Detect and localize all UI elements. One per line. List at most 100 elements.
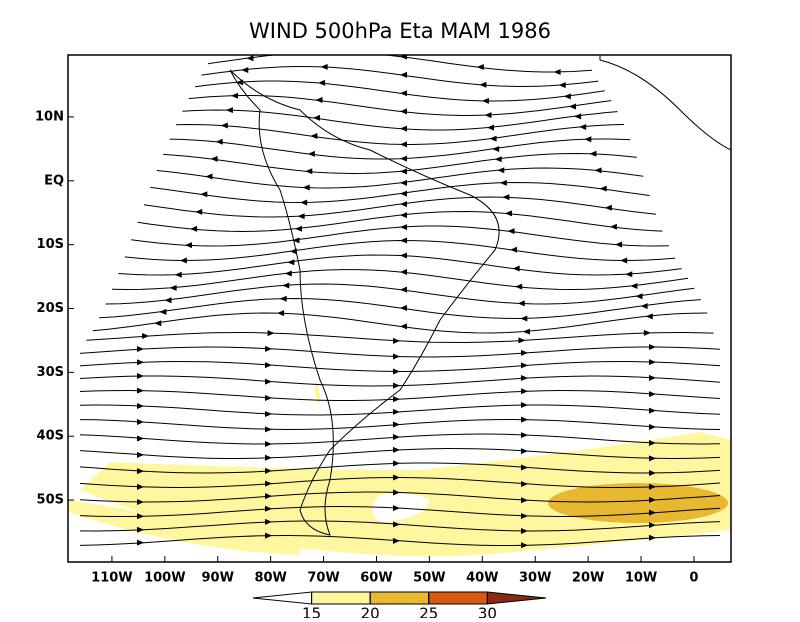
- plot-area: [68, 55, 731, 557]
- colorbar: 15 20 25 30: [252, 591, 547, 622]
- stream-arrow: [265, 505, 272, 512]
- stream-arrow: [265, 362, 272, 369]
- x-tick-label: 70W: [307, 571, 339, 586]
- stream-arrow: [205, 173, 213, 180]
- stream-arrow: [164, 297, 172, 304]
- y-tick-label: 30S: [37, 365, 64, 380]
- stream-arrow: [568, 103, 576, 110]
- stream-arrow: [265, 410, 272, 417]
- streamline: [131, 225, 669, 247]
- stream-arrow: [649, 483, 656, 490]
- stream-arrow: [400, 268, 407, 275]
- coastline: [599, 55, 731, 151]
- colorbar-box: [428, 591, 488, 605]
- streamline: [195, 80, 605, 102]
- stream-arrow: [330, 55, 331, 56]
- stream-arrow: [510, 246, 518, 253]
- stream-arrow: [400, 71, 407, 78]
- stream-arrow: [502, 194, 510, 201]
- stream-arrow: [400, 190, 407, 197]
- stream-arrow: [515, 283, 523, 290]
- stream-arrow: [393, 521, 400, 528]
- stream-arrow: [302, 184, 310, 191]
- stream-arrow: [241, 67, 249, 74]
- stream-arrow: [400, 125, 407, 132]
- stream-arrow: [282, 282, 290, 289]
- x-tick-label: 80W: [254, 571, 286, 586]
- stream-arrow: [643, 329, 651, 336]
- stream-arrow: [179, 257, 187, 264]
- stream-arrow: [289, 248, 297, 255]
- stream-arrow: [265, 426, 272, 433]
- stream-arrow: [292, 237, 300, 244]
- streamline: [79, 360, 721, 373]
- streamline: [175, 123, 625, 146]
- x-tick-label: 100W: [144, 571, 185, 586]
- stream-arrow: [137, 468, 144, 475]
- stream-arrow: [649, 522, 656, 529]
- stream-arrow: [210, 155, 218, 162]
- stream-arrow: [635, 293, 643, 300]
- stream-arrow: [200, 191, 208, 198]
- stream-arrow: [320, 63, 328, 70]
- stream-arrow: [393, 368, 400, 375]
- stream-arrow: [305, 168, 313, 175]
- stream-arrow: [137, 419, 144, 426]
- streamline: [79, 476, 721, 489]
- shade-gap: [372, 493, 430, 522]
- stream-arrow: [312, 114, 320, 121]
- stream-arrow: [393, 446, 400, 453]
- stream-arrow: [195, 208, 203, 215]
- stream-arrow: [225, 107, 233, 114]
- streamline: [79, 447, 721, 460]
- stream-arrow: [400, 55, 407, 60]
- stream-arrow: [481, 97, 489, 104]
- stream-arrow: [400, 179, 407, 186]
- stream-arrow: [215, 138, 223, 145]
- stream-arrow: [265, 345, 272, 352]
- shade-15: [314, 380, 321, 405]
- stream-arrow: [599, 185, 607, 192]
- stream-arrow: [393, 353, 400, 360]
- colorbar-label: 15: [302, 605, 321, 619]
- streamline: [105, 283, 695, 305]
- streamline: [156, 167, 644, 189]
- stream-arrow: [174, 271, 182, 278]
- stream-arrow: [615, 241, 623, 248]
- stream-arrow: [142, 332, 150, 339]
- shade-20: [548, 483, 728, 523]
- stream-arrow: [295, 225, 303, 232]
- stream-arrow: [649, 469, 656, 476]
- stream-arrow: [246, 55, 254, 62]
- streamline: [137, 210, 663, 233]
- stream-arrow: [521, 416, 528, 423]
- stream-arrow: [265, 532, 272, 539]
- stream-arrow: [265, 440, 272, 447]
- stream-arrow: [277, 310, 285, 317]
- y-tick-label: 10S: [37, 237, 64, 252]
- x-tick-label: 0: [689, 571, 698, 586]
- y-tick-label: 40S: [37, 429, 64, 444]
- stream-arrow: [479, 81, 487, 88]
- stream-arrow: [484, 112, 492, 119]
- stream-arrow: [553, 68, 561, 75]
- stream-arrow: [137, 346, 144, 353]
- coastline: [229, 69, 500, 536]
- stream-arrow: [521, 362, 528, 369]
- stream-arrow: [649, 455, 656, 462]
- streamline: [99, 297, 701, 320]
- stream-arrow: [507, 228, 515, 235]
- stream-arrow: [137, 403, 144, 410]
- stream-arrow: [649, 534, 656, 541]
- stream-arrow: [307, 150, 315, 157]
- stream-arrow: [492, 145, 500, 152]
- streamline: [182, 109, 618, 131]
- x-tick-label: 110W: [91, 571, 132, 586]
- stream-arrow: [521, 448, 528, 455]
- y-tick-label: EQ: [44, 173, 64, 188]
- stream-arrow: [265, 518, 272, 525]
- stream-arrow: [563, 93, 571, 100]
- stream-arrow: [220, 122, 228, 129]
- stream-arrow: [518, 337, 526, 344]
- stream-arrow: [265, 480, 272, 487]
